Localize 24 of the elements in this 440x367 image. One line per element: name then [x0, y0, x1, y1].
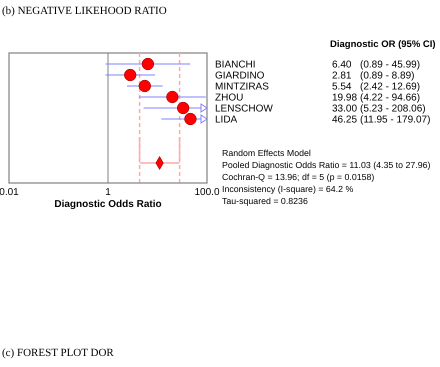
y-tick-label: ZHOU — [215, 92, 244, 104]
text: Pooled Diagnostic Odds Ratio = 11.03 (4.35 to 27.96) — [222, 160, 430, 170]
text: (b) NEGATIVE LIKEHOOD RATIO — [2, 5, 167, 17]
text: Tau-squared = 0.8236 — [222, 196, 308, 206]
y-tick-label: GIARDINO — [215, 70, 265, 82]
text: 46.25 (11.95 - 179.07) — [332, 114, 430, 126]
text: Cochran-Q = 13.96; df = 5 (p = 0.0158) — [222, 172, 374, 182]
x-tick-label: 1 — [105, 187, 112, 198]
text: (c) FOREST PLOT DOR — [2, 347, 114, 359]
text: Inconsistency (I-square) = 64.2 % — [222, 184, 354, 194]
y-tick-label: LIDA — [215, 114, 238, 126]
text: 33.00 (5.23 - 208.06) — [332, 104, 426, 114]
text: 19.98 (4.22 - 94.66) — [332, 92, 420, 104]
text: 6.40 (0.89 - 45.99) — [332, 60, 420, 70]
text: Random Effects Model — [222, 148, 311, 158]
x-axis-title: Diagnostic Odds Ratio — [54, 199, 162, 210]
y-tick-label: LENSCHOW — [215, 104, 274, 114]
y-tick-label: MINTZIRAS — [215, 82, 270, 92]
y-tick-label: BIANCHI — [215, 60, 256, 70]
x-tick-label: 0.01 — [0, 187, 20, 198]
text: Diagnostic OR (95% CI) — [330, 39, 436, 50]
text: 5.54 (2.42 - 12.69) — [332, 82, 420, 92]
text: 2.81 (0.89 - 8.89) — [332, 70, 414, 82]
x-tick-label: 100.0 — [194, 187, 220, 198]
